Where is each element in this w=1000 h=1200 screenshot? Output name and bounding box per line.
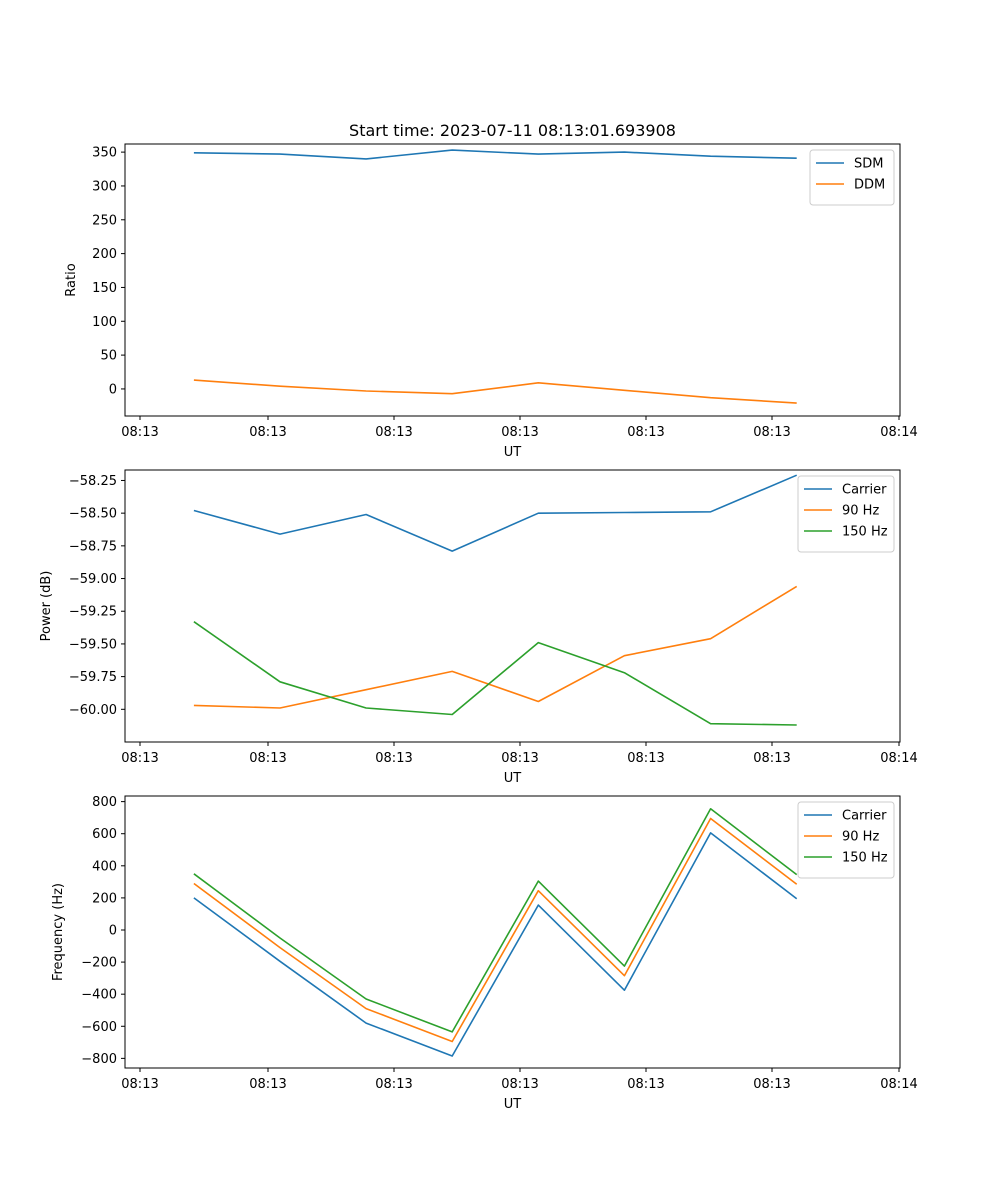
x-axis-label: UT [504,445,522,460]
y-axis-label: Frequency (Hz) [51,883,66,981]
series-line-ddm [193,379,797,404]
y-tick-label: −58.50 [69,507,117,522]
axes-frame [124,143,901,417]
subplot-2: 08:13 08:13 08:13 08:13 08:13 08:13 08:14 −60.0… [39,469,918,786]
y-tick-label: 350 [92,146,117,161]
y-tick-label: −800 [81,1052,117,1067]
y-tick-label: 0 [109,382,117,397]
series-line-carrier [193,832,798,1057]
y-tick-label: −60.00 [69,703,117,718]
subplot-3: 08:13 08:13 08:13 08:13 08:13 08:13 08:14 −800 −… [51,795,918,1112]
legend-label: 90 Hz [842,504,879,519]
x-tick-label: 08:13 [375,1077,412,1092]
x-tick-label: 08:13 [501,1077,538,1092]
legend-box [797,475,895,553]
x-tick-label: 08:13 [627,425,664,440]
legend: Carrier 90 Hz 150 Hz [797,475,895,553]
y-tick-label: 800 [92,795,117,810]
y-tick-label: −59.50 [69,637,117,652]
x-tick-label: 08:13 [121,1077,158,1092]
x-tick-label: 08:13 [121,425,158,440]
legend-label: 90 Hz [842,830,879,845]
x-tick-label: 08:13 [627,1077,664,1092]
x-tick-label: 08:14 [880,1077,917,1092]
y-tick-label: 0 [109,923,117,938]
axes-frame [124,795,901,1069]
y-axis-label: Power (dB) [39,571,54,642]
legend-label: DDM [854,178,885,193]
y-tick-label: 200 [92,247,117,262]
legend: Carrier 90 Hz 150 Hz [797,801,895,879]
series-line-90-hz [193,585,798,709]
x-tick-label: 08:14 [880,425,917,440]
legend-label: 150 Hz [842,851,888,866]
y-tick-label: 400 [92,859,117,874]
series-line-150-hz [193,807,798,1033]
y-tick-label: −59.75 [69,670,117,685]
x-tick-label: 08:13 [249,1077,286,1092]
y-tick-label: −59.00 [69,572,117,587]
series-line-carrier [193,474,798,552]
legend: SDM DDM [809,149,895,206]
x-tick-label: 08:13 [753,425,790,440]
y-tick-label: 200 [92,891,117,906]
y-tick-label: 250 [92,213,117,228]
series-line-sdm [193,149,797,160]
x-tick-label: 08:13 [375,751,412,766]
y-tick-label: 150 [92,281,117,296]
legend-label: SDM [854,157,883,172]
legend-box [797,801,895,879]
x-tick-label: 08:13 [753,1077,790,1092]
x-tick-label: 08:13 [501,751,538,766]
y-tick-label: 300 [92,179,117,194]
y-tick-label: −200 [81,956,117,971]
y-tick-label: −59.25 [69,605,117,620]
y-tick-label: −400 [81,988,117,1003]
series-line-90-hz [193,817,798,1043]
y-tick-label: −600 [81,1020,117,1035]
y-tick-label: −58.25 [69,474,117,489]
x-tick-label: 08:13 [375,425,412,440]
x-tick-label: 08:13 [249,425,286,440]
x-tick-label: 08:13 [753,751,790,766]
y-tick-label: 50 [100,349,117,364]
x-axis-label: UT [504,771,522,786]
x-tick-label: 08:13 [249,751,286,766]
axes-frame [124,469,901,743]
series-line-150-hz [193,621,797,726]
y-tick-label: 600 [92,827,117,842]
y-axis-label: Ratio [64,263,79,296]
x-axis-label: UT [504,1097,522,1112]
x-tick-label: 08:13 [121,751,158,766]
legend-label: Carrier [842,809,887,824]
x-tick-label: 08:13 [627,751,664,766]
subplot-1: 08:13 08:13 08:13 08:13 08:13 08:13 08:14 0 50 10… [64,143,918,460]
x-tick-label: 08:14 [880,751,917,766]
y-tick-label: −58.75 [69,539,117,554]
legend-label: 150 Hz [842,525,888,540]
legend-label: Carrier [842,483,887,498]
y-tick-label: 100 [92,315,117,330]
figure-title: Start time: 2023-07-11 08:13:01.693908 [349,121,676,140]
x-tick-label: 08:13 [501,425,538,440]
